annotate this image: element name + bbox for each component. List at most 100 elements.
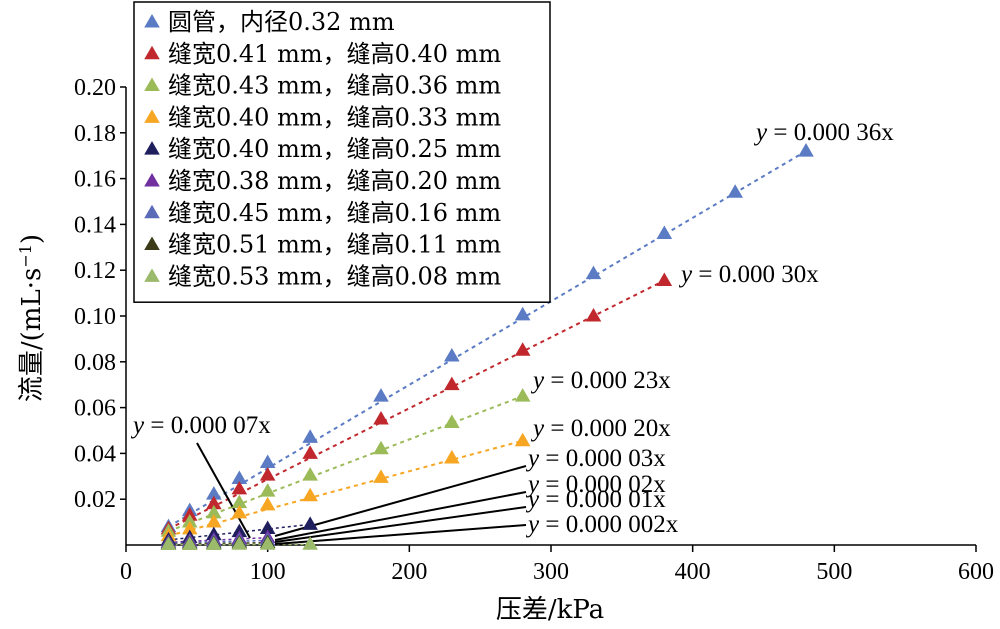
x-axis-title: 压差/kPa	[496, 595, 604, 625]
legend-marker	[144, 13, 160, 28]
legend-marker	[144, 45, 160, 60]
legend-marker	[144, 141, 160, 155]
equation-label: y = 0.000 23x	[530, 367, 671, 394]
equation-rhs: = 0.000 02x	[539, 471, 666, 498]
y-tick-label: 0.02	[74, 487, 116, 513]
equation-rhs: = 0.000 20x	[544, 415, 671, 442]
y-tick-label: 0.16	[74, 167, 116, 193]
data-point	[206, 495, 222, 510]
legend-label: 缝宽0.53 mm，缝高0.08 mm	[168, 262, 501, 290]
legend-marker	[144, 236, 160, 251]
data-point	[302, 536, 318, 550]
data-point	[444, 414, 460, 428]
data-point	[514, 388, 531, 402]
data-point	[444, 348, 460, 362]
equation-y: y	[130, 412, 145, 439]
fit-line	[168, 439, 523, 537]
legend-label: 缝宽0.45 mm，缝高0.16 mm	[168, 199, 501, 227]
data-point	[373, 440, 389, 455]
x-tick-label: 200	[391, 559, 427, 585]
equation-y: y	[525, 486, 540, 513]
data-point	[373, 410, 389, 425]
data-point	[259, 496, 276, 511]
data-point	[302, 429, 318, 443]
x-tick-label: 500	[816, 559, 852, 585]
leader-line	[274, 506, 527, 543]
equation-label: y = 0.000 36x	[753, 119, 894, 146]
equation-y: y	[530, 367, 545, 394]
y-axis-title-main: 流量/(mL·s	[17, 268, 47, 402]
x-tick-label: 300	[533, 559, 569, 585]
y-tick-label: 0.12	[74, 258, 116, 284]
data-point	[259, 467, 276, 481]
data-point	[798, 143, 814, 157]
equation-label: y = 0.000 02x	[525, 471, 666, 498]
fit-line	[167, 150, 807, 528]
y-tick-label: 0.10	[74, 304, 116, 330]
legend-label: 缝宽0.40 mm，缝高0.25 mm	[168, 135, 501, 163]
data-point	[206, 504, 222, 519]
data-point	[373, 469, 389, 483]
equation-rhs: = 0.000 002x	[539, 511, 679, 538]
legend-marker	[144, 77, 160, 92]
y-axis-title-sup: −1	[16, 244, 35, 268]
equation-label: y = 0.000 03x	[525, 445, 666, 472]
y-tick-label: 0.20	[74, 75, 116, 101]
data-point	[656, 272, 673, 286]
data-point	[160, 536, 177, 551]
data-point	[231, 480, 248, 495]
leader-lines	[196, 442, 527, 545]
equation-label: y = 0.000 07x	[130, 412, 271, 439]
leader-line	[274, 491, 527, 541]
data-point	[514, 342, 531, 356]
y-axis-title-close: )	[17, 234, 47, 244]
data-point	[231, 536, 248, 550]
x-tick-label: 600	[958, 559, 994, 585]
legend-label: 缝宽0.41 mm，缝高0.40 mm	[168, 40, 501, 68]
data-point	[302, 445, 318, 459]
data-point	[259, 520, 276, 534]
data-point	[231, 523, 248, 538]
equation-label: y = 0.000 01x	[525, 486, 666, 513]
data-point	[231, 470, 248, 485]
y-tick-label: 0.08	[74, 350, 116, 376]
fit-line	[168, 395, 524, 533]
equation-y: y	[530, 415, 545, 442]
data-point	[656, 225, 673, 240]
leader-line	[274, 524, 527, 545]
data-point	[302, 467, 318, 481]
data-point	[181, 536, 198, 551]
data-point	[181, 514, 198, 528]
data-point	[181, 507, 198, 521]
data-point	[206, 536, 222, 551]
data-point	[206, 486, 222, 500]
data-point	[585, 307, 602, 322]
legend-label: 缝宽0.43 mm，缝高0.36 mm	[168, 72, 501, 100]
legend-label: 缝宽0.38 mm，缝高0.20 mm	[168, 167, 501, 195]
equation-y: y	[753, 119, 768, 146]
data-point	[206, 514, 222, 528]
leader-line	[196, 442, 251, 539]
data-point	[231, 504, 248, 519]
legend-marker	[144, 268, 160, 282]
y-tick-label: 0.14	[74, 212, 116, 238]
data-points	[160, 143, 814, 551]
equation-label: y = 0.000 30x	[678, 261, 819, 288]
equation-rhs: = 0.000 23x	[544, 367, 671, 394]
data-point	[373, 388, 389, 402]
data-point	[514, 432, 531, 447]
equation-rhs: = 0.000 30x	[692, 261, 819, 288]
x-tick-label: 0	[120, 559, 132, 585]
data-point	[302, 487, 318, 502]
leader-line	[274, 465, 527, 537]
legend-marker	[144, 172, 160, 187]
data-point	[444, 449, 460, 464]
equation-y: y	[525, 445, 540, 472]
equation-y: y	[525, 471, 540, 498]
equation-y: y	[525, 511, 540, 538]
data-point	[259, 454, 276, 469]
y-axis-title: 流量/(mL·s−1)	[16, 234, 48, 402]
data-point	[727, 184, 743, 198]
equation-rhs: = 0.000 07x	[144, 412, 271, 439]
